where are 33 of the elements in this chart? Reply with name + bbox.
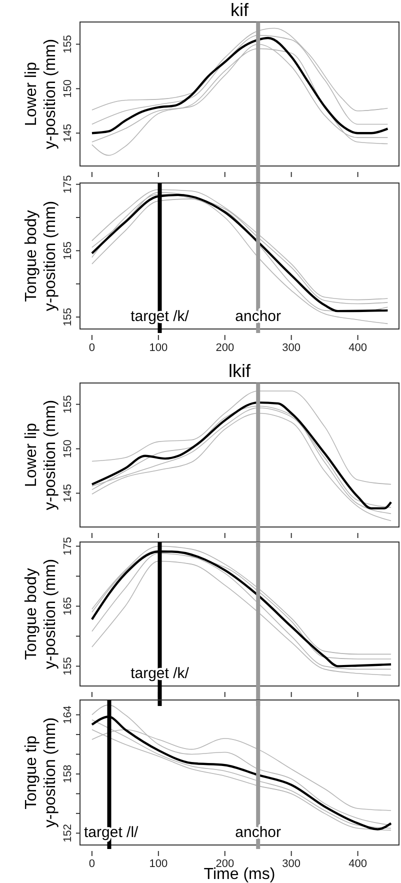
ref-line-label: anchor: [235, 824, 282, 841]
y-tick-label: 155: [62, 35, 74, 54]
x-tick-label: 400: [348, 342, 367, 354]
chart-title: kif: [230, 0, 250, 20]
y-tick-label: 175: [62, 537, 74, 556]
y-tick-label: 152: [62, 824, 74, 842]
ref-line-label: anchor: [235, 308, 282, 325]
x-tick-label: 0: [88, 858, 96, 870]
y-tick-label: 164: [62, 706, 74, 724]
chart-title: lkif: [228, 361, 252, 381]
y-tick-label: 165: [62, 242, 74, 260]
y-tick-label: 155: [62, 657, 74, 676]
y-tick-label: 158: [62, 764, 74, 784]
x-tick-label: 100: [149, 342, 168, 354]
x-tick-label: 300: [282, 858, 301, 870]
x-tick-label: 400: [348, 858, 367, 870]
y-axis-title: Tongue body y-position (mm): [23, 558, 59, 670]
x-tick-label: 300: [282, 342, 301, 354]
y-tick-label: 155: [62, 308, 74, 326]
y-tick-label: 155: [62, 395, 74, 414]
y-axis-title: Tongue tip y-position (mm): [23, 717, 59, 828]
y-axis-title: Lower lip y-position (mm): [23, 38, 59, 150]
y-tick-label: 150: [62, 79, 74, 98]
x-tick-label: 0: [88, 342, 96, 354]
x-tick-label: 100: [149, 858, 168, 870]
y-tick-label: 165: [62, 597, 74, 616]
y-tick-label: 150: [62, 440, 74, 458]
y-tick-label: 145: [62, 484, 74, 502]
y-axis-title: Tongue body y-position (mm): [23, 200, 59, 312]
y-tick-label: 175: [62, 175, 74, 194]
y-axis-title: Lower lip y-position (mm): [23, 400, 59, 510]
x-tick-label: 200: [216, 342, 234, 354]
y-tick-label: 145: [62, 124, 74, 142]
